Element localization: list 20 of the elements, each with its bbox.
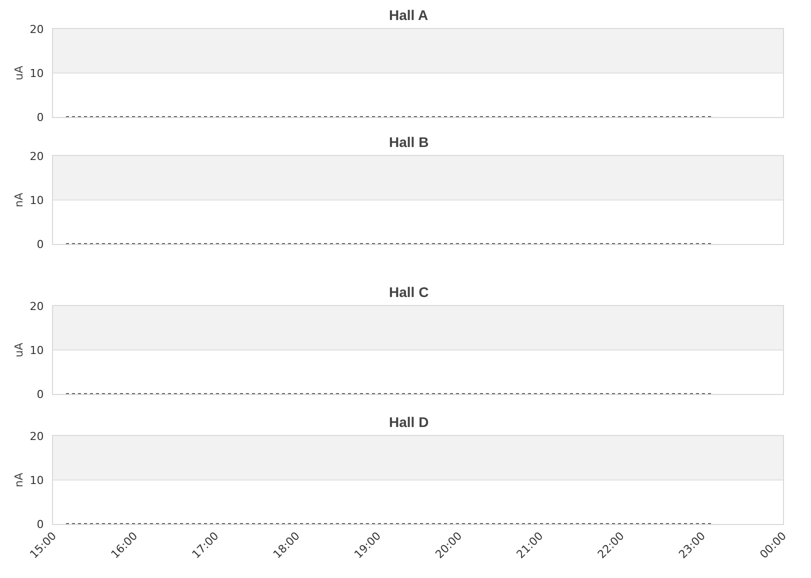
y-tick-label: 20 <box>30 150 44 163</box>
y-tick-label: 10 <box>30 344 44 357</box>
chart-title: Hall D <box>389 414 429 430</box>
chart-title: Hall A <box>389 7 428 23</box>
y-tick-label: 10 <box>30 474 44 487</box>
y-axis-title: nA <box>12 192 26 208</box>
y-axis-title: nA <box>12 472 26 488</box>
y-tick-label: 20 <box>30 300 44 313</box>
y-tick-label: 0 <box>36 110 44 124</box>
y-axis-title: uA <box>12 342 26 358</box>
y-tick-label: 0 <box>36 388 44 401</box>
y-tick-label: 20 <box>30 430 44 443</box>
y-axis-title: uA <box>12 65 26 80</box>
y-tick-label: 10 <box>30 66 44 80</box>
y-tick-label: 0 <box>36 238 44 251</box>
chart-title: Hall B <box>389 134 429 150</box>
y-tick-label: 0 <box>36 518 44 531</box>
chart-title: Hall C <box>389 284 429 300</box>
y-tick-label: 10 <box>30 194 44 207</box>
y-tick-label: 20 <box>30 22 44 36</box>
